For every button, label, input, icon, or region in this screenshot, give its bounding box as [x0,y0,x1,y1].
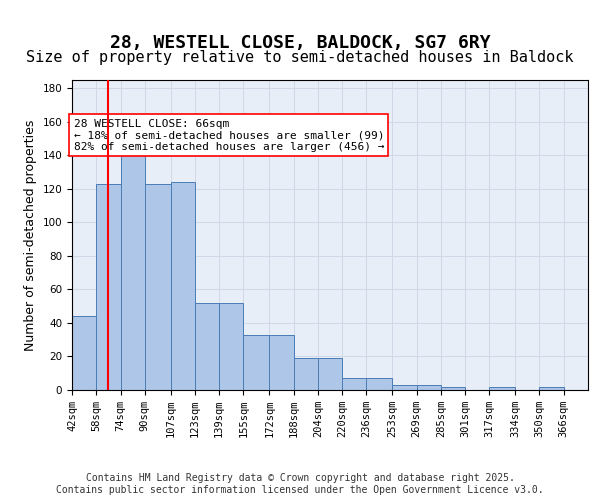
Bar [293,358,318,390]
Bar [72,316,96,390]
Bar [121,138,145,390]
Text: Size of property relative to semi-detached houses in Baldock: Size of property relative to semi-detach… [26,50,574,65]
Bar [219,303,244,390]
Text: Contains HM Land Registry data © Crown copyright and database right 2025.
Contai: Contains HM Land Registry data © Crown c… [56,474,544,495]
Bar [244,334,269,390]
Y-axis label: Number of semi-detached properties: Number of semi-detached properties [24,120,37,350]
Bar [195,303,219,390]
Text: 28, WESTELL CLOSE, BALDOCK, SG7 6RY: 28, WESTELL CLOSE, BALDOCK, SG7 6RY [110,34,490,52]
Bar [342,378,367,390]
Bar [318,358,342,390]
Bar [441,386,465,390]
Text: 28 WESTELL CLOSE: 66sqm
← 18% of semi-detached houses are smaller (99)
82% of se: 28 WESTELL CLOSE: 66sqm ← 18% of semi-de… [74,118,384,152]
Bar [145,184,170,390]
Bar [367,378,392,390]
Bar [539,386,564,390]
Bar [392,385,416,390]
Bar [269,334,293,390]
Bar [96,184,121,390]
Bar [490,386,515,390]
Bar [170,182,195,390]
Bar [416,385,441,390]
